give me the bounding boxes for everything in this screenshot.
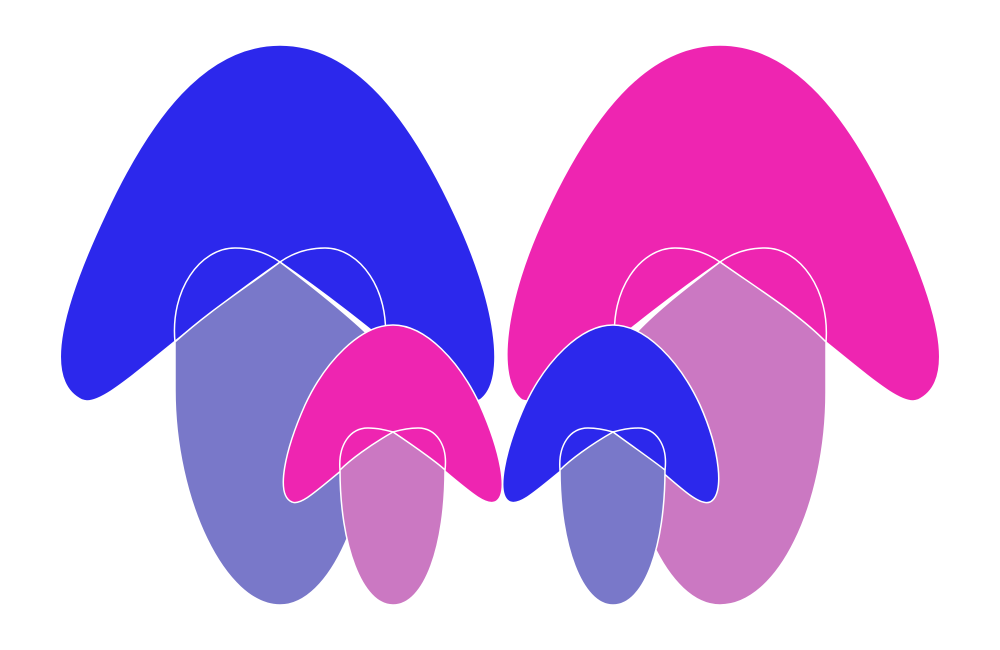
right-small-lavender-ellipse: [559, 431, 666, 606]
right-large-orchid-ellipse: [621, 261, 827, 606]
left-small-heart-outline: [339, 427, 447, 471]
right-small-heart-outline: [559, 427, 667, 471]
right-heart-outline: [613, 247, 828, 343]
left-small-orchid-ellipse: [339, 431, 446, 606]
left-heart-outline: [173, 247, 387, 343]
